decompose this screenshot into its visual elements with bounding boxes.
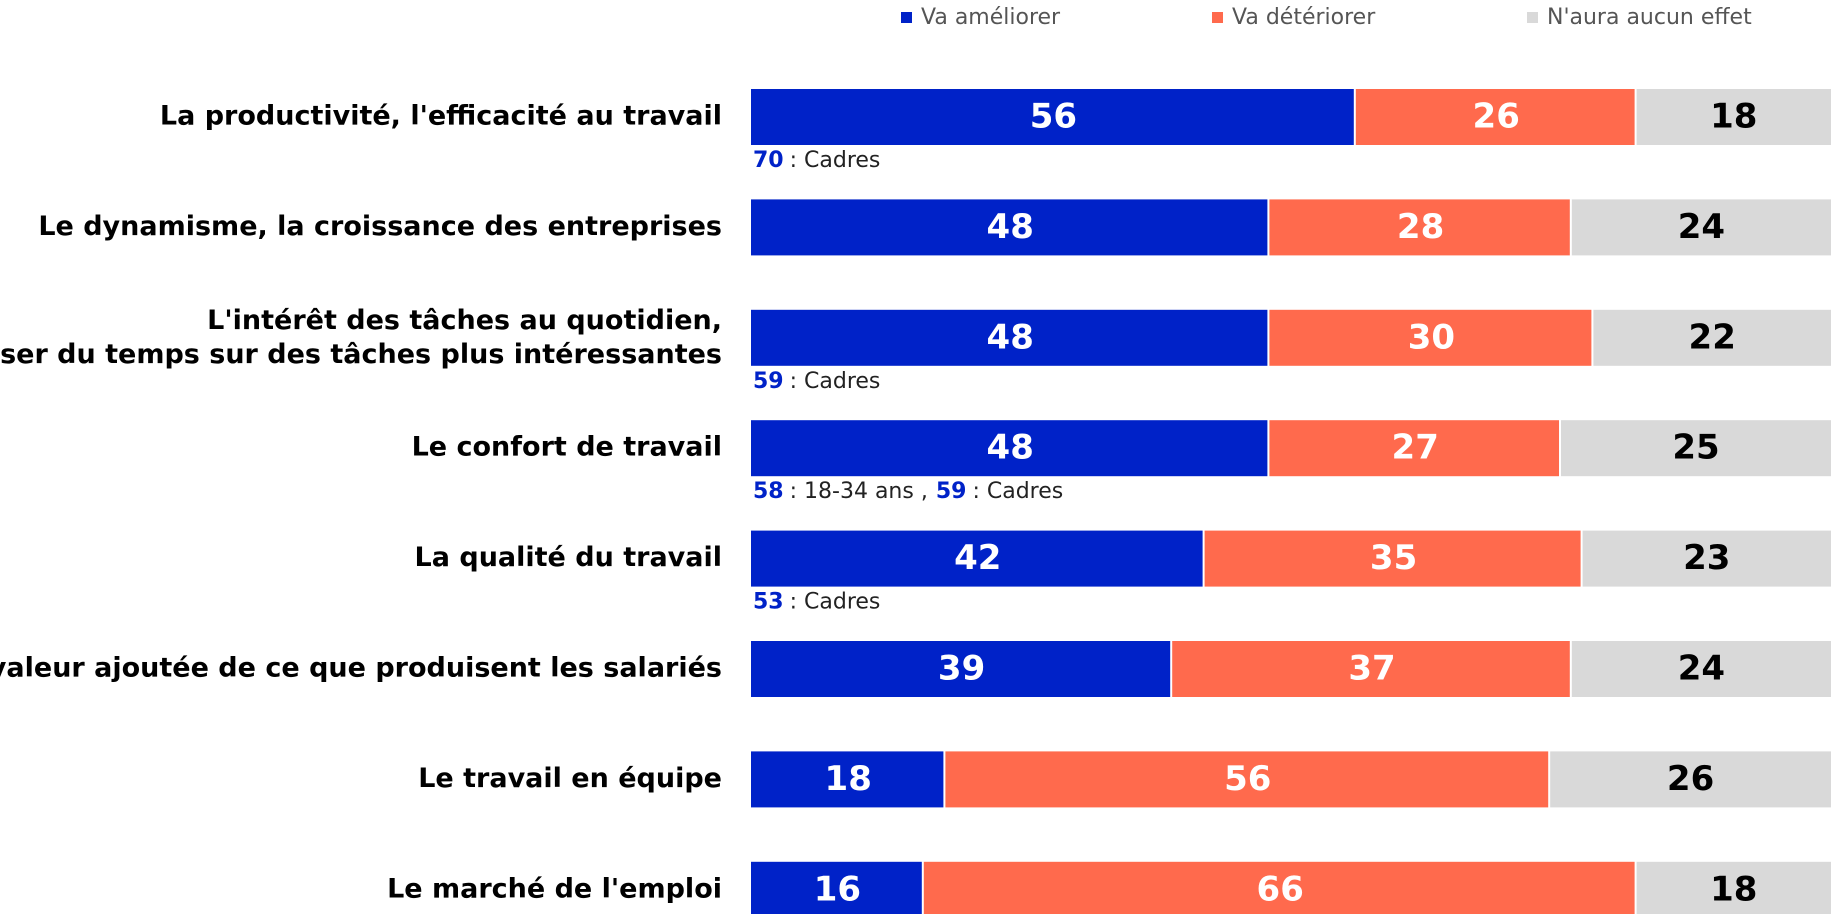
bar-segment: [751, 861, 922, 914]
bar-segment: [1550, 751, 1831, 808]
note-text: : Cadres: [972, 479, 1063, 504]
value-label: 25: [1672, 428, 1719, 468]
note: 59: Cadres: [753, 369, 880, 394]
value-label: 26: [1667, 759, 1714, 799]
note-text: : Cadres: [790, 148, 881, 173]
note-value: 59: [753, 369, 784, 394]
value-label: 37: [1348, 649, 1395, 689]
legend-swatch: [1527, 12, 1538, 23]
category-label: La valeur ajoutée de ce que produisent l…: [0, 653, 722, 684]
value-label: 18: [825, 759, 872, 799]
bar-segment: [1269, 309, 1592, 366]
value-label: 16: [814, 869, 861, 909]
category-label-line: L'intérêt des tâches au quotidien,: [207, 304, 722, 335]
category-label: Le marché de l'emploi: [387, 873, 722, 904]
bar-segment: [1593, 309, 1831, 366]
bar-segment: [751, 199, 1268, 256]
bar-segment: [751, 641, 1171, 697]
note: 53: Cadres: [753, 590, 880, 615]
bar-segment: [1355, 89, 1635, 145]
value-label: 23: [1683, 538, 1730, 578]
bar-segment: [1269, 420, 1559, 477]
category-label-line: passer du temps sur des tâches plus inté…: [0, 338, 722, 369]
value-label: 18: [1710, 869, 1757, 909]
bar-segment: [1571, 641, 1831, 697]
category-label: Le travail en équipe: [418, 763, 722, 794]
value-label: 28: [1397, 207, 1444, 247]
value-label: 48: [987, 317, 1034, 357]
legend-swatch: [901, 12, 912, 23]
value-label: 39: [938, 649, 985, 689]
legend-label: Va détériorer: [1232, 5, 1376, 30]
category-label: La productivité, l'efficacité au travail: [160, 101, 722, 132]
bar-segment: [1172, 641, 1570, 697]
note-text: : 18-34 ans ,: [790, 479, 928, 504]
note-value: 70: [753, 148, 784, 173]
note-text: : Cadres: [790, 590, 881, 615]
bar-segment: [1571, 199, 1831, 256]
bar-segment: [1582, 530, 1831, 587]
bar-segment: [1204, 530, 1581, 587]
bar-segment: [751, 530, 1203, 587]
bar-segment: [945, 751, 1549, 808]
legend-label: N'aura aucun effet: [1547, 5, 1752, 30]
value-label: 27: [1392, 428, 1439, 468]
value-label: 18: [1710, 97, 1757, 137]
bar-segment: [751, 89, 1354, 145]
category-label: L'intérêt des tâches au quotidien, passer…: [0, 304, 722, 369]
value-label: 42: [954, 538, 1001, 578]
value-label: 66: [1257, 869, 1304, 909]
value-label: 24: [1678, 207, 1725, 247]
legend-label: Va améliorer: [921, 5, 1061, 30]
bar-segment: [751, 309, 1268, 366]
bar-segment: [1636, 89, 1831, 145]
bar-segment: [751, 420, 1268, 477]
value-label: 48: [987, 207, 1034, 247]
category-label: Le dynamisme, la croissance des entrepri…: [38, 211, 722, 242]
note-value: 59: [936, 479, 967, 504]
category-label: La qualité du travail: [415, 542, 722, 573]
bar-segment: [1561, 420, 1831, 477]
legend-swatch: [1212, 12, 1223, 23]
category-label: Le confort de travail: [412, 432, 722, 463]
note-value: 58: [753, 479, 784, 504]
note: 58: 18-34 ans , 59: Cadres: [753, 479, 1063, 504]
value-label: 26: [1473, 97, 1520, 137]
value-label: 35: [1370, 538, 1417, 578]
value-label: 56: [1030, 97, 1077, 137]
bar-segment: [1636, 861, 1831, 914]
bar-segment: [923, 861, 1635, 914]
value-label: 24: [1678, 649, 1725, 689]
value-label: 48: [987, 428, 1034, 468]
note: 70: Cadres: [753, 148, 880, 173]
bar-segment: [751, 751, 944, 808]
note-text: : Cadres: [790, 369, 881, 394]
value-label: 56: [1224, 759, 1271, 799]
value-label: 30: [1408, 317, 1455, 357]
value-label: 22: [1689, 317, 1736, 357]
note-value: 53: [753, 590, 784, 615]
bar-segment: [1269, 199, 1570, 256]
